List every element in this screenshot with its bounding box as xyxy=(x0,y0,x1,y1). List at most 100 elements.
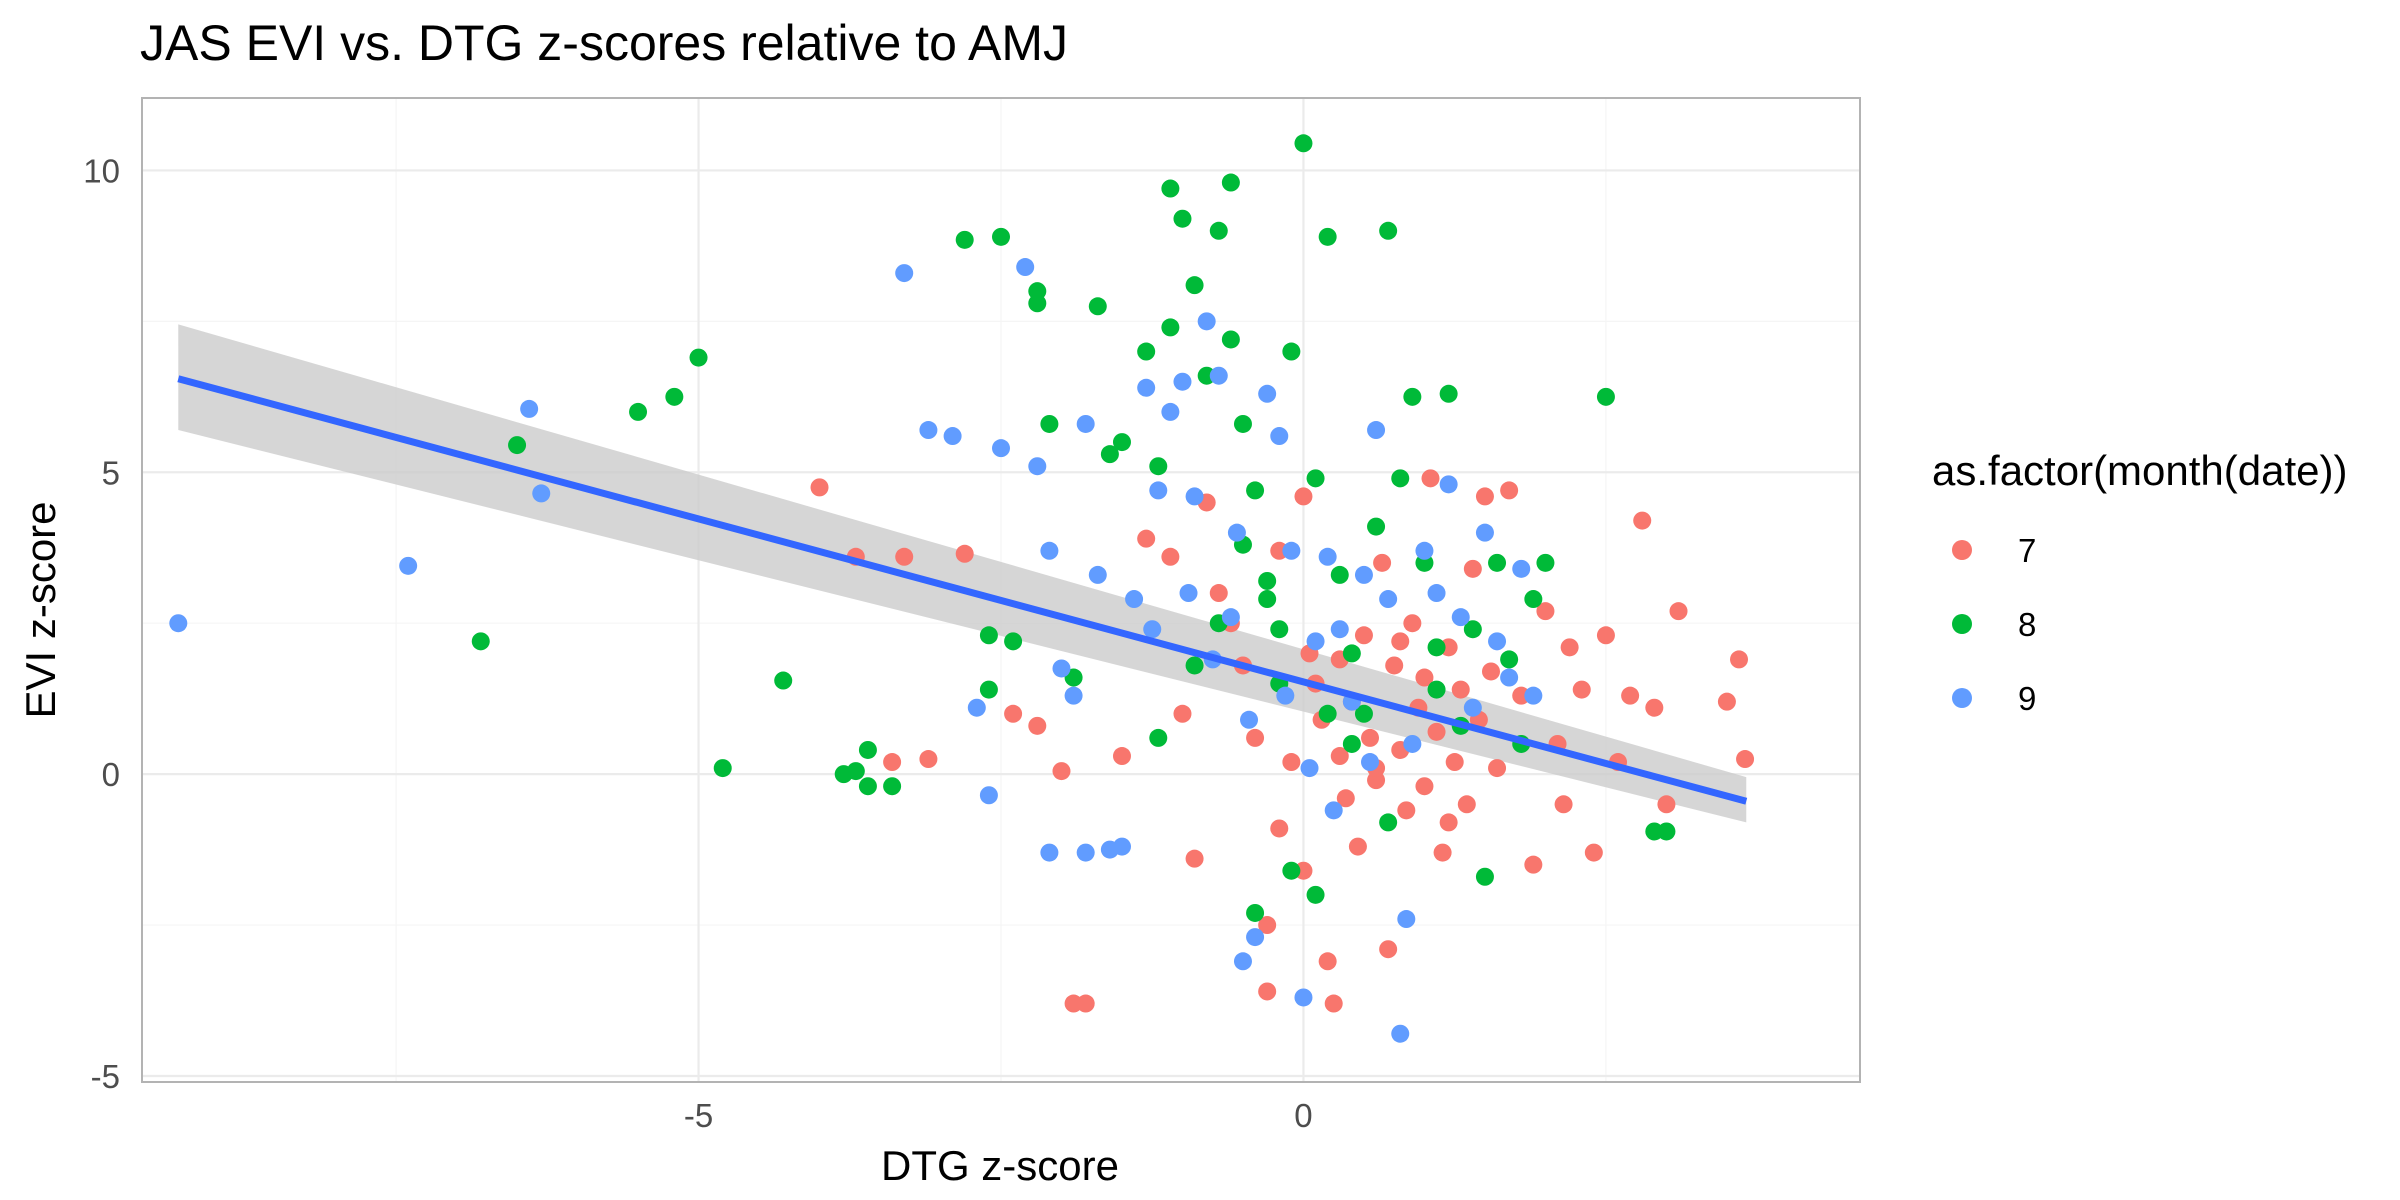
data-point xyxy=(858,777,877,796)
data-point xyxy=(1500,668,1519,687)
data-point xyxy=(1657,822,1676,841)
data-point xyxy=(1064,686,1083,705)
data-point xyxy=(1197,312,1216,331)
data-point xyxy=(967,698,986,717)
data-point xyxy=(858,740,877,759)
y-tick-label: 10 xyxy=(83,152,120,189)
plot-panel xyxy=(141,97,1861,1083)
data-point xyxy=(508,436,527,455)
data-point xyxy=(1451,608,1470,627)
data-point xyxy=(1137,378,1156,397)
data-point xyxy=(1125,590,1144,609)
data-point xyxy=(1481,662,1500,681)
data-point xyxy=(1221,173,1240,192)
data-point xyxy=(1185,487,1204,506)
data-point xyxy=(1560,638,1579,657)
data-point xyxy=(1512,559,1531,578)
data-point xyxy=(1427,638,1446,657)
data-point xyxy=(1161,547,1180,566)
data-point xyxy=(846,762,865,781)
data-point xyxy=(1572,680,1591,699)
data-point xyxy=(1040,843,1059,862)
data-point xyxy=(1149,728,1168,747)
data-point xyxy=(1657,795,1676,814)
data-point xyxy=(1294,988,1313,1007)
data-point xyxy=(810,478,829,497)
data-point xyxy=(1488,553,1507,572)
data-point xyxy=(1149,481,1168,500)
data-point xyxy=(1736,750,1755,769)
data-point xyxy=(1330,747,1349,766)
legend-label-7: 7 xyxy=(2018,532,2036,569)
data-point xyxy=(1536,602,1555,621)
y-tick-label: 5 xyxy=(102,454,120,491)
data-point xyxy=(1403,387,1422,406)
data-point xyxy=(1185,656,1204,675)
data-point xyxy=(1016,258,1035,277)
data-point xyxy=(1246,481,1265,500)
data-point xyxy=(1475,487,1494,506)
legend-label-8: 8 xyxy=(2018,606,2036,643)
data-point xyxy=(1354,704,1373,723)
data-point xyxy=(895,547,914,566)
data-point xyxy=(1233,952,1252,971)
data-point xyxy=(1064,994,1083,1013)
data-point xyxy=(1451,680,1470,699)
data-point xyxy=(1373,553,1392,572)
data-point xyxy=(1246,903,1265,922)
data-point xyxy=(1391,1024,1410,1043)
data-point xyxy=(1433,843,1452,862)
legend-key-9 xyxy=(1952,688,1972,708)
data-point xyxy=(1379,221,1398,240)
data-point xyxy=(1221,330,1240,349)
data-point xyxy=(689,348,708,367)
data-point xyxy=(1336,789,1355,808)
data-point xyxy=(1439,384,1458,403)
legend: as.factor(month(date)) 7 8 9 xyxy=(1932,447,2348,717)
legend-key-7 xyxy=(1952,540,1972,560)
data-point xyxy=(1258,916,1277,935)
data-point xyxy=(1348,837,1367,856)
data-point xyxy=(883,753,902,772)
data-point xyxy=(1397,910,1416,929)
data-point xyxy=(1354,626,1373,645)
legend-label-9: 9 xyxy=(2018,680,2036,717)
data-point xyxy=(1584,843,1603,862)
data-point xyxy=(1596,387,1615,406)
data-point xyxy=(1076,843,1095,862)
data-point xyxy=(1421,469,1440,488)
data-point xyxy=(1306,885,1325,904)
data-point xyxy=(955,544,974,563)
data-point xyxy=(1391,469,1410,488)
data-point xyxy=(979,680,998,699)
confidence-ribbon xyxy=(178,324,1747,823)
data-point xyxy=(992,439,1010,458)
data-point xyxy=(883,777,902,796)
data-point xyxy=(1415,777,1434,796)
data-point xyxy=(1379,590,1398,609)
data-point xyxy=(895,264,914,283)
data-point xyxy=(1233,414,1252,433)
data-point xyxy=(1246,928,1265,947)
data-point xyxy=(532,484,551,503)
data-point xyxy=(1536,553,1555,572)
data-point xyxy=(1294,487,1313,506)
data-point xyxy=(1040,541,1059,560)
data-point xyxy=(1524,590,1543,609)
data-point xyxy=(1354,565,1373,584)
data-point xyxy=(955,230,974,249)
data-point xyxy=(1209,366,1228,385)
data-point xyxy=(1457,795,1476,814)
data-point xyxy=(1361,728,1380,747)
x-axis-ticks: -5 0 xyxy=(684,1097,1313,1134)
data-point xyxy=(1137,342,1156,361)
data-point xyxy=(1306,469,1325,488)
data-point xyxy=(1100,445,1119,464)
data-point xyxy=(1367,517,1386,536)
data-point xyxy=(1445,753,1464,772)
legend-title: as.factor(month(date)) xyxy=(1932,447,2348,494)
data-point xyxy=(1240,710,1259,729)
data-point xyxy=(1028,294,1047,313)
x-axis-title: DTG z-score xyxy=(881,1142,1119,1189)
data-point xyxy=(774,671,793,690)
